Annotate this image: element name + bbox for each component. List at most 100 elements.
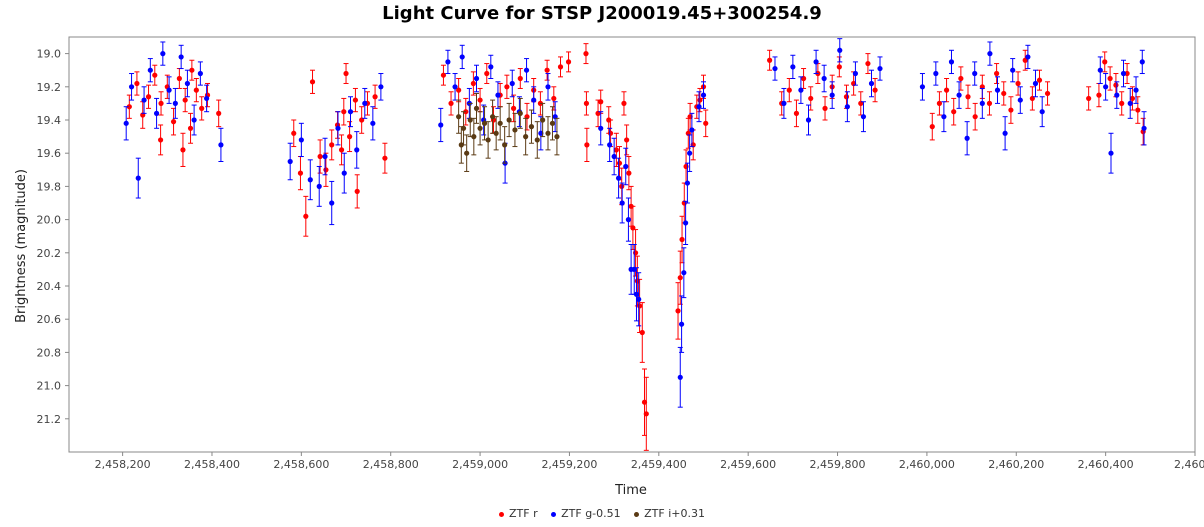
series-ztf-g-0-51 bbox=[123, 38, 1147, 408]
x-tick-label: 2,458,400 bbox=[184, 458, 240, 471]
y-tick-label: 20.6 bbox=[37, 313, 62, 326]
x-tick-label: 2,459,800 bbox=[810, 458, 866, 471]
data-point bbox=[335, 125, 341, 131]
y-tick-label: 20.2 bbox=[37, 247, 62, 260]
data-point bbox=[322, 153, 328, 160]
data-point bbox=[347, 109, 354, 115]
data-point bbox=[352, 97, 359, 103]
data-point bbox=[868, 80, 875, 87]
data-point bbox=[972, 114, 978, 120]
data-point bbox=[123, 120, 129, 126]
data-point bbox=[607, 142, 613, 148]
data-point bbox=[860, 114, 867, 120]
data-point bbox=[1120, 70, 1127, 77]
data-point bbox=[1097, 67, 1103, 73]
data-point bbox=[1096, 92, 1102, 98]
data-point bbox=[517, 110, 523, 116]
x-tick-label: 2,458,200 bbox=[95, 458, 151, 471]
data-point bbox=[193, 87, 199, 93]
data-point bbox=[1102, 59, 1108, 65]
data-point bbox=[512, 127, 518, 133]
x-axis-title: Time bbox=[614, 483, 647, 498]
data-point bbox=[822, 105, 828, 111]
data-point bbox=[317, 153, 323, 160]
data-point bbox=[128, 84, 135, 90]
data-point bbox=[948, 59, 955, 65]
data-point bbox=[484, 70, 490, 77]
data-point bbox=[1001, 90, 1007, 97]
data-point bbox=[1141, 125, 1147, 131]
data-point bbox=[545, 84, 551, 90]
data-point bbox=[1129, 95, 1136, 102]
data-point bbox=[477, 97, 483, 103]
data-point bbox=[218, 142, 224, 148]
data-point bbox=[877, 65, 883, 72]
data-point bbox=[316, 183, 322, 189]
x-tick-label: 2,460,000 bbox=[899, 458, 955, 471]
data-point bbox=[343, 70, 349, 77]
data-point bbox=[639, 329, 645, 336]
data-point bbox=[677, 275, 683, 281]
data-point bbox=[545, 130, 551, 136]
series-ztf-i-0-31 bbox=[456, 92, 560, 172]
data-point bbox=[495, 92, 501, 98]
data-point bbox=[341, 170, 347, 176]
data-point bbox=[440, 72, 447, 78]
legend-item-ztf-i[interactable]: ZTF i+0.31 bbox=[634, 507, 705, 520]
data-point bbox=[687, 150, 693, 156]
data-point bbox=[147, 67, 153, 73]
data-point bbox=[459, 54, 465, 60]
data-point bbox=[1114, 92, 1120, 98]
data-point bbox=[1135, 107, 1141, 113]
data-point bbox=[1107, 75, 1113, 82]
data-point bbox=[994, 70, 1000, 77]
data-point bbox=[297, 170, 304, 176]
y-tick-label: 19.0 bbox=[37, 48, 62, 61]
data-point bbox=[445, 59, 451, 65]
data-point bbox=[821, 75, 827, 82]
legend-item-ztf-r[interactable]: ZTF r bbox=[499, 507, 538, 520]
data-point bbox=[619, 200, 625, 206]
data-point bbox=[615, 175, 622, 181]
data-point bbox=[703, 120, 709, 126]
data-point bbox=[540, 117, 546, 123]
legend: ZTF r ZTF g-0.51 ZTF i+0.31 bbox=[0, 507, 1204, 520]
x-tick-label: 2,458,600 bbox=[273, 458, 329, 471]
data-point bbox=[152, 72, 158, 78]
data-point bbox=[829, 92, 835, 98]
y-tick-label: 20.4 bbox=[37, 280, 62, 293]
data-point bbox=[624, 137, 630, 143]
data-point bbox=[958, 75, 964, 82]
y-tick-label: 20.8 bbox=[37, 346, 62, 359]
data-point bbox=[528, 124, 535, 130]
data-point bbox=[456, 87, 462, 93]
data-point bbox=[126, 104, 132, 110]
data-point bbox=[153, 110, 160, 116]
data-point bbox=[523, 134, 529, 140]
data-point bbox=[323, 167, 329, 173]
data-point bbox=[1127, 100, 1133, 106]
data-point bbox=[354, 147, 360, 153]
data-point bbox=[611, 153, 617, 160]
data-point bbox=[808, 95, 814, 102]
data-point bbox=[636, 303, 643, 309]
data-point bbox=[287, 158, 293, 165]
data-point bbox=[979, 100, 985, 106]
data-point bbox=[616, 160, 623, 166]
data-point bbox=[675, 308, 681, 314]
data-point bbox=[1113, 82, 1119, 88]
data-point bbox=[180, 147, 186, 153]
legend-label-ztf-i: ZTF i+0.31 bbox=[644, 507, 705, 520]
data-point bbox=[464, 150, 470, 156]
data-point bbox=[1086, 95, 1092, 102]
data-point bbox=[504, 84, 510, 90]
data-point bbox=[307, 177, 313, 183]
data-point bbox=[1139, 59, 1145, 65]
x-axis: 2,458,200 2,458,400 2,458,600 2,458,800 2,45… bbox=[95, 452, 1204, 471]
data-point bbox=[994, 87, 1001, 93]
data-point bbox=[216, 110, 222, 116]
legend-item-ztf-g[interactable]: ZTF g-0.51 bbox=[551, 507, 621, 520]
data-point bbox=[1015, 80, 1021, 87]
data-point bbox=[1002, 130, 1008, 136]
y-tick-label: 20.0 bbox=[37, 214, 62, 227]
